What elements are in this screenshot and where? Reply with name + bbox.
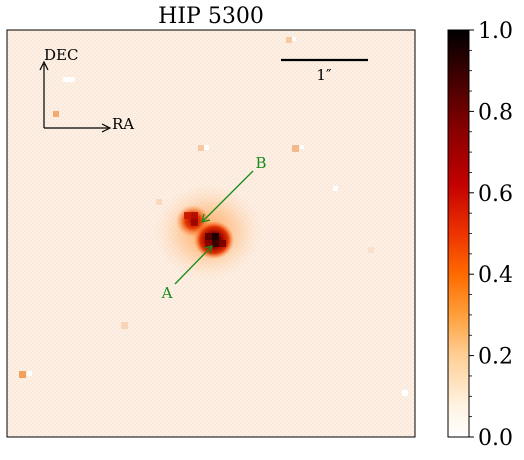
dec-arrowhead (39, 60, 49, 71)
component-b-pointer (202, 170, 254, 222)
ra-arrowhead (101, 123, 112, 133)
ra-label: RA (112, 115, 134, 133)
image-title: HIP 5300 (158, 4, 264, 29)
scale-bar-label: 1″ (316, 66, 332, 84)
image-frame (6, 29, 416, 438)
compass: DEC RA (39, 46, 134, 133)
component-a-pointer (174, 245, 213, 285)
colorbar-tick-label: 0.6 (478, 182, 513, 207)
colorbar-tick-label: 0.4 (478, 263, 513, 288)
colorbar-tick-label: 0.0 (478, 426, 513, 451)
component-b-arrowhead (201, 213, 211, 223)
component-annotations: B A (161, 154, 267, 302)
noise-pixels (19, 37, 408, 396)
colorbar: 0.0 0.2 0.4 0.6 0.8 1.0 (447, 19, 513, 451)
dec-label: DEC (44, 46, 78, 64)
colorbar-tick-label: 0.2 (478, 345, 513, 370)
component-a-label: A (161, 284, 173, 302)
colorbar-tick-label: 1.0 (478, 19, 513, 44)
colorbar-gradient (447, 29, 470, 438)
colorbar-tick-label: 0.8 (478, 100, 513, 125)
colorbar-ticks: 0.0 0.2 0.4 0.6 0.8 1.0 (469, 19, 513, 451)
component-a-arrowhead (203, 245, 213, 255)
binary-star (150, 180, 266, 284)
component-b-label: B (255, 154, 266, 172)
image-panel: DEC RA 1″ B A (6, 29, 416, 438)
scale-bar: 1″ (281, 58, 368, 84)
